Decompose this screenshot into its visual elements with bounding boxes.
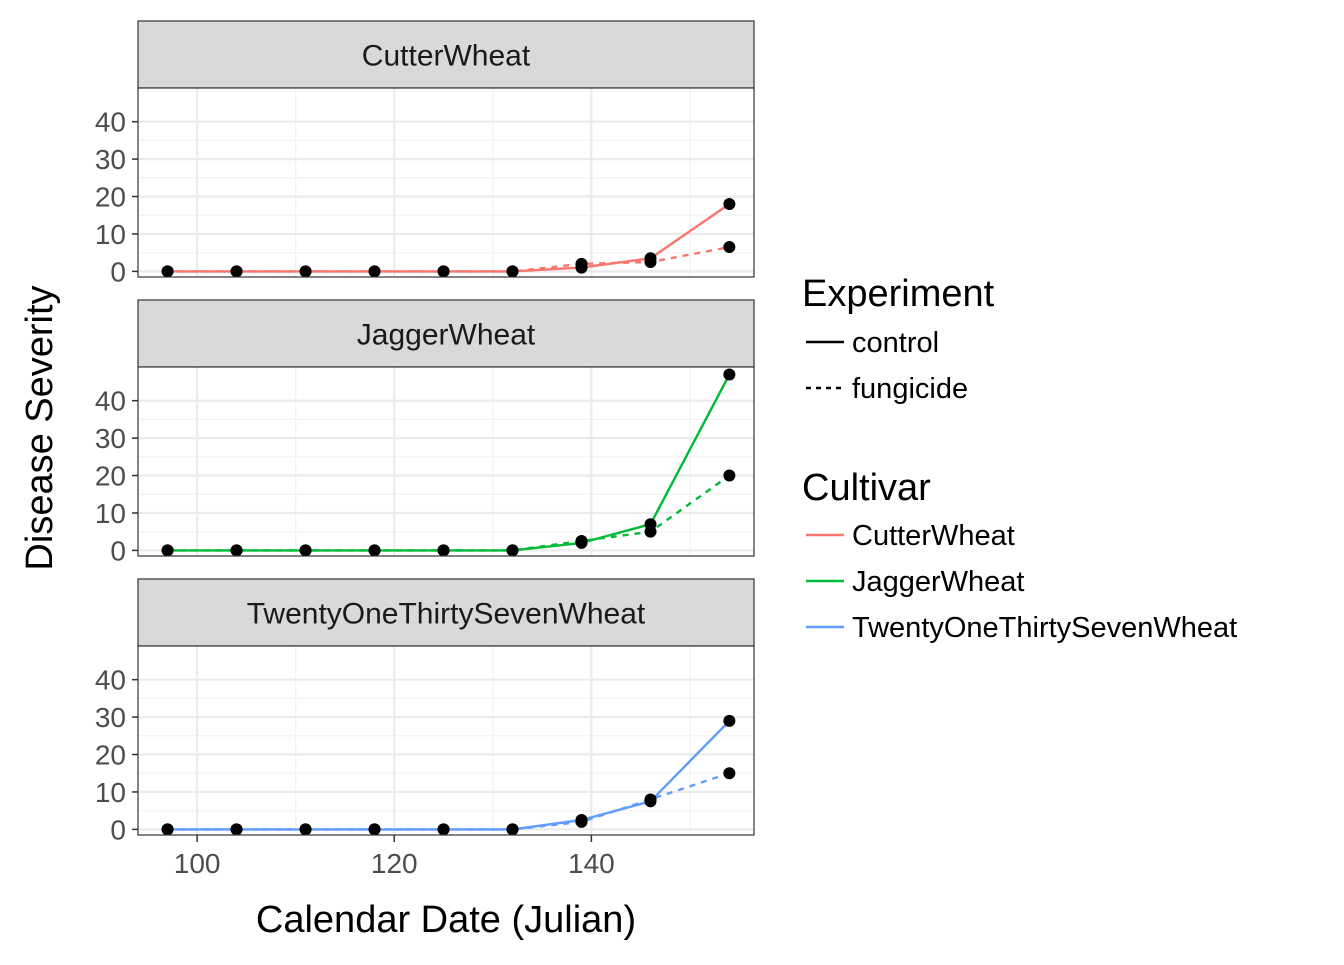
x-tick-label: 120 — [371, 848, 418, 879]
panel-border — [137, 87, 755, 278]
data-point-fungicide — [368, 265, 381, 278]
data-point-fungicide — [575, 535, 588, 548]
legend-item-label: CutterWheat — [852, 520, 1015, 552]
plot-background — [138, 367, 754, 556]
data-point-fungicide — [506, 823, 519, 836]
y-tick-label: 20 — [95, 740, 126, 771]
y-tick-label: 40 — [95, 107, 126, 138]
y-tick-label: 0 — [110, 256, 126, 287]
panel-cutterwheat: CutterWheat 0 10 20 30 40 — [95, 20, 755, 287]
data-point-fungicide — [230, 544, 243, 557]
data-point-fungicide — [506, 544, 519, 557]
panel-border — [137, 645, 755, 836]
data-point-fungicide — [437, 544, 450, 557]
data-point-fungicide — [575, 257, 588, 270]
plot-background — [138, 88, 754, 277]
data-point-fungicide — [230, 823, 243, 836]
data-point-fungicide — [437, 823, 450, 836]
data-point-fungicide — [723, 469, 736, 482]
panels-layer: CutterWheat 0 10 20 30 40 JaggerWheat 0 10 20 30 40… — [95, 20, 755, 845]
legend-group-experiment: Experiment control fungicide — [802, 273, 995, 405]
strip-background — [137, 299, 755, 368]
data-point-fungicide — [299, 544, 312, 557]
data-point-fungicide — [644, 793, 657, 806]
data-point-control — [723, 368, 736, 381]
y-tick-label: 30 — [95, 423, 126, 454]
y-tick-label: 20 — [95, 182, 126, 213]
legend-item-label: control — [852, 327, 939, 359]
data-point-control — [723, 198, 736, 211]
y-tick-label: 20 — [95, 461, 126, 492]
y-tick-label: 30 — [95, 144, 126, 175]
panel-jaggerwheat: JaggerWheat 0 10 20 30 40 — [95, 299, 755, 566]
data-point-control — [723, 714, 736, 727]
data-point-fungicide — [368, 544, 381, 557]
strip-background — [137, 578, 755, 647]
y-axis-title: Disease Severity — [19, 285, 61, 570]
strip-background — [137, 20, 755, 89]
legend-item-label: fungicide — [852, 373, 968, 405]
panel-twentyonethirtysevenwheat: TwentyOneThirtySevenWheat 0 10 20 30 40 — [95, 578, 755, 845]
data-point-fungicide — [368, 823, 381, 836]
series-line-fungicide — [167, 474, 731, 552]
data-point-fungicide — [299, 265, 312, 278]
legend-item-label: JaggerWheat — [852, 566, 1025, 598]
y-tick-label: 10 — [95, 777, 126, 808]
y-tick-label: 40 — [95, 386, 126, 417]
y-tick-label: 0 — [110, 535, 126, 566]
x-tick-label: 100 — [174, 848, 221, 879]
data-point-fungicide — [161, 265, 174, 278]
y-tick-label: 30 — [95, 702, 126, 733]
data-point-fungicide — [575, 815, 588, 828]
strip-label: JaggerWheat — [357, 319, 536, 352]
plot-background — [138, 646, 754, 835]
x-tick-label: 140 — [568, 848, 615, 879]
y-tick-label: 10 — [95, 498, 126, 529]
data-point-fungicide — [644, 525, 657, 538]
y-tick-label: 0 — [110, 814, 126, 845]
y-tick-label: 40 — [95, 665, 126, 696]
legend-title: Cultivar — [802, 467, 931, 509]
strip-label: CutterWheat — [362, 40, 531, 73]
data-point-fungicide — [299, 823, 312, 836]
legend-layer: Experiment control fungicide Cultivar Cutter… — [802, 273, 1237, 644]
data-point-fungicide — [644, 256, 657, 269]
y-tick-label: 10 — [95, 219, 126, 250]
legend-group-cultivar: Cultivar CutterWheat JaggerWheat TwentyOneT… — [802, 467, 1237, 644]
panel-border — [137, 366, 755, 557]
data-point-fungicide — [230, 265, 243, 278]
data-point-fungicide — [506, 265, 519, 278]
data-point-fungicide — [437, 265, 450, 278]
strip-label: TwentyOneThirtySevenWheat — [247, 598, 646, 631]
data-point-fungicide — [161, 823, 174, 836]
x-axis-title: Calendar Date (Julian) — [256, 899, 636, 941]
data-point-fungicide — [723, 767, 736, 780]
legend-item-label: TwentyOneThirtySevenWheat — [852, 612, 1237, 644]
data-point-fungicide — [723, 241, 736, 254]
series-line-fungicide — [167, 245, 730, 273]
legend-title: Experiment — [802, 273, 995, 315]
data-point-fungicide — [161, 544, 174, 557]
